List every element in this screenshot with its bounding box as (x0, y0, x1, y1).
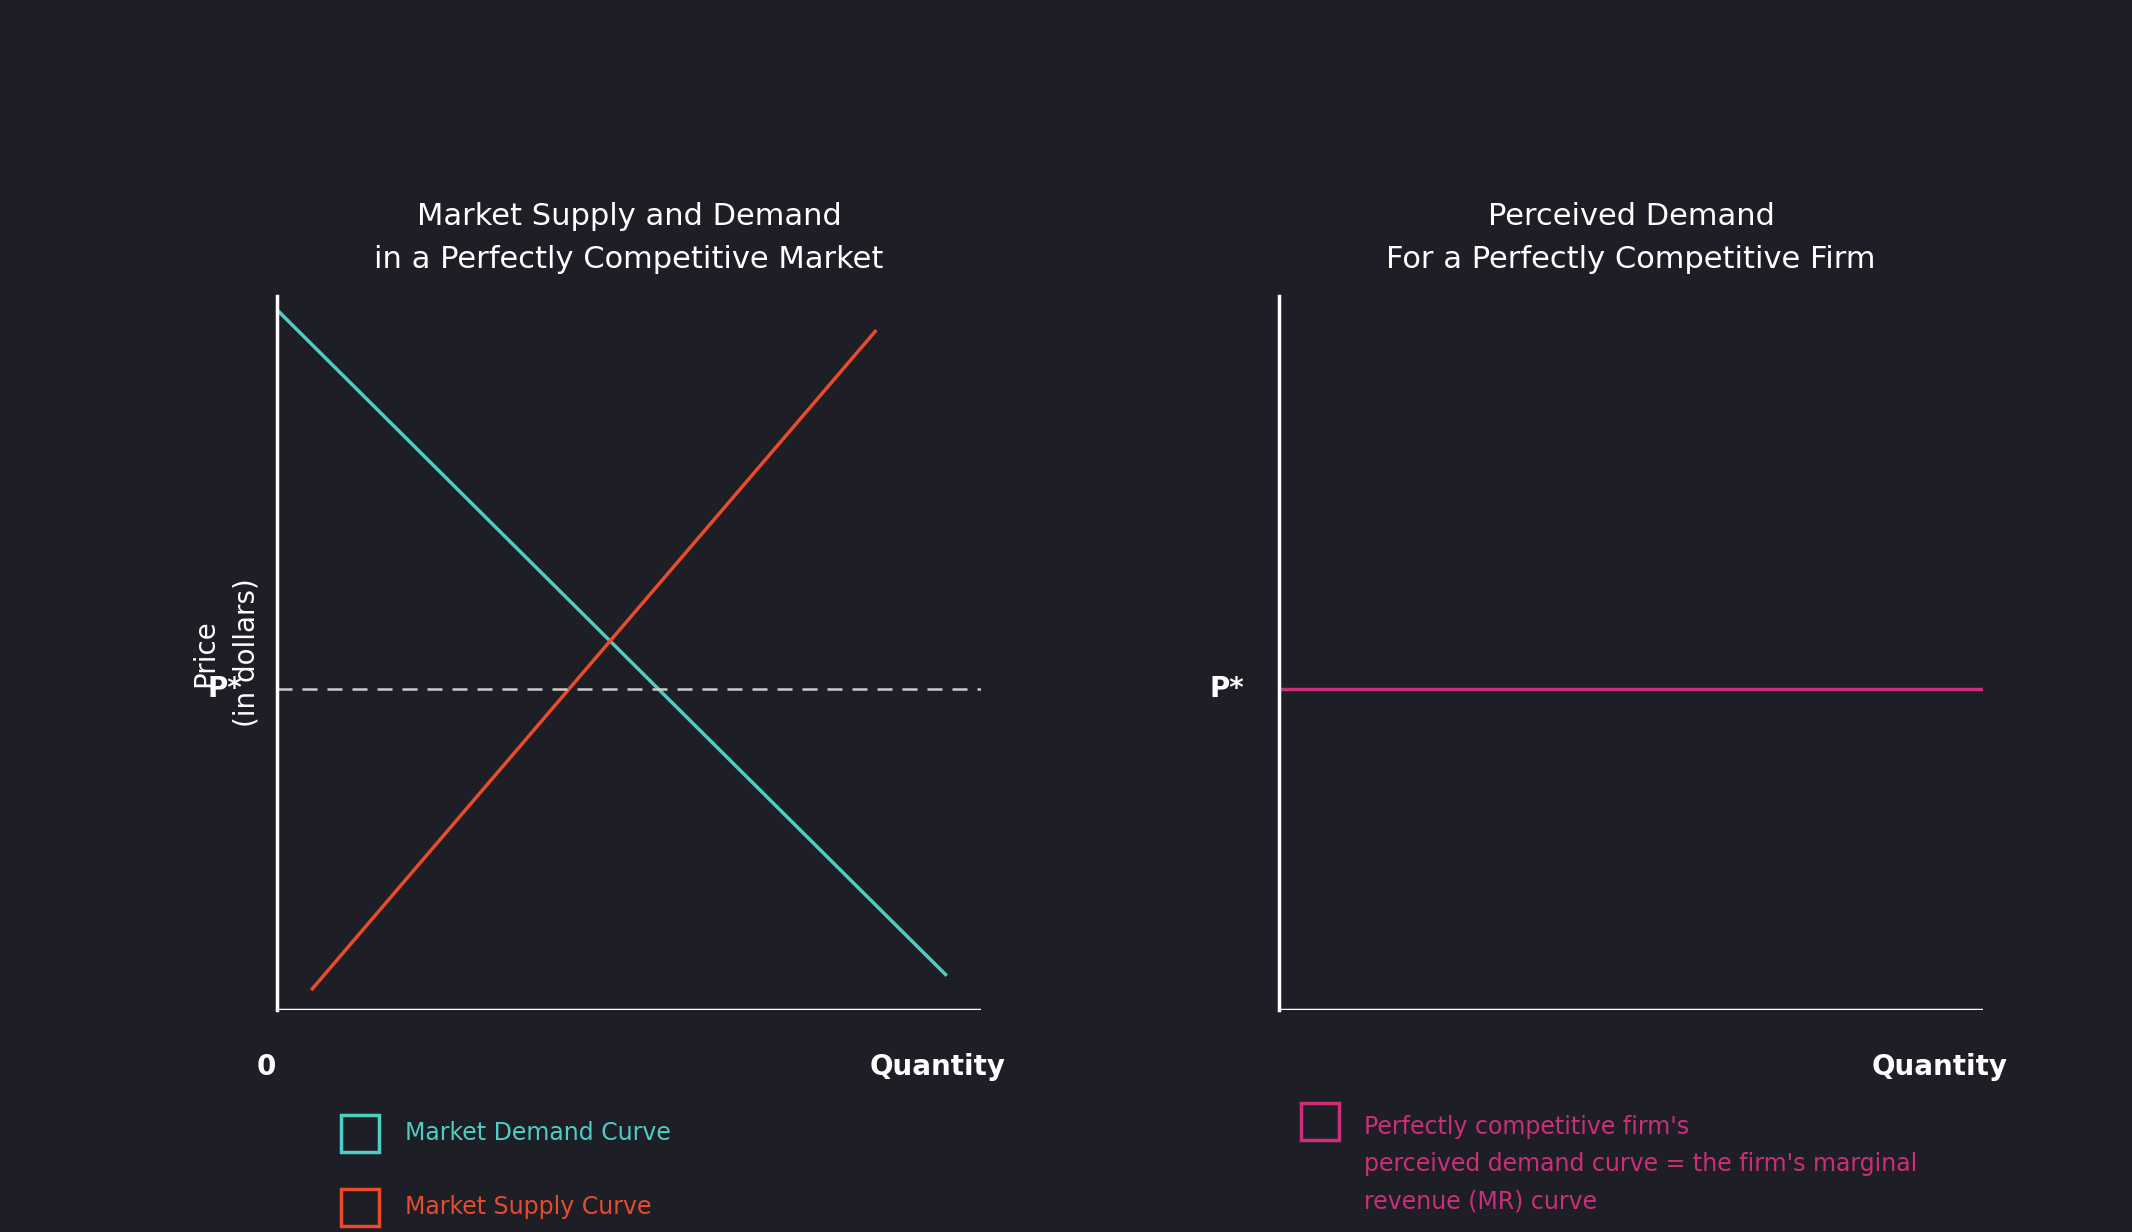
Text: Market Supply Curve: Market Supply Curve (405, 1195, 652, 1220)
Text: P*: P* (207, 675, 243, 702)
Text: Quantity: Quantity (870, 1053, 1006, 1082)
Text: 0: 0 (256, 1053, 277, 1082)
Text: Perfectly competitive firm's
perceived demand curve = the firm's marginal
revenu: Perfectly competitive firm's perceived d… (1364, 1115, 1917, 1214)
Text: P*: P* (1209, 675, 1245, 702)
Text: Market Demand Curve: Market Demand Curve (405, 1121, 672, 1146)
Title: Perceived Demand
For a Perfectly Competitive Firm: Perceived Demand For a Perfectly Competi… (1386, 202, 1876, 274)
Title: Market Supply and Demand
in a Perfectly Competitive Market: Market Supply and Demand in a Perfectly … (375, 202, 883, 274)
Text: Quantity: Quantity (1872, 1053, 2008, 1082)
Y-axis label: Price
(in dollars): Price (in dollars) (192, 579, 260, 727)
